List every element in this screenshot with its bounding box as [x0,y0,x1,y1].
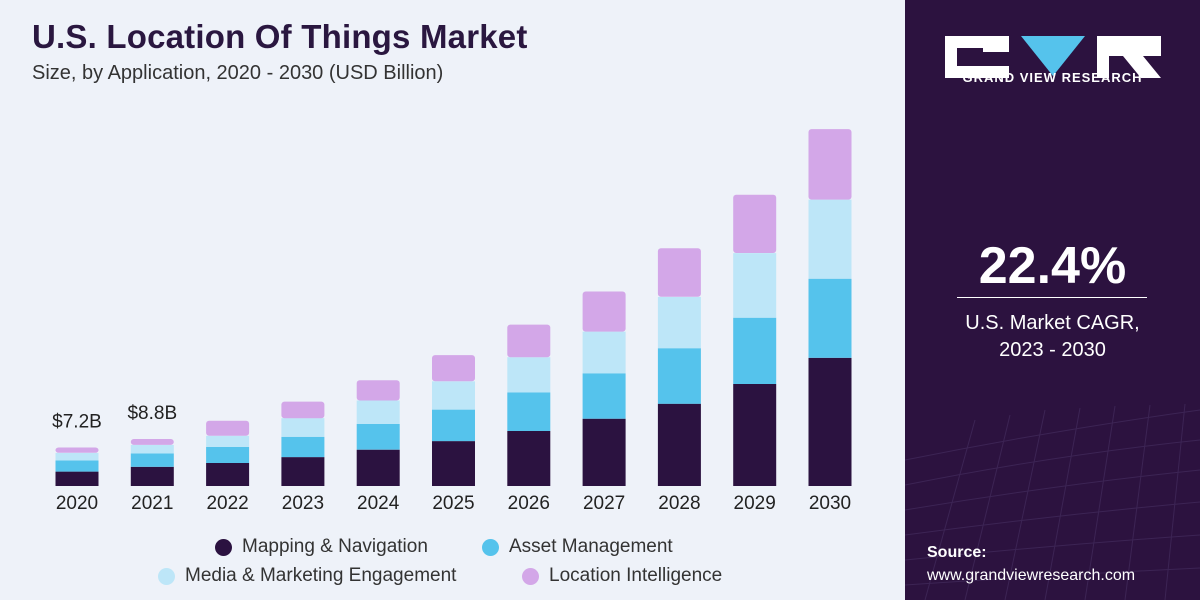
x-tick-label: 2023 [282,493,324,514]
bar-segment-2020-3 [55,452,99,461]
bar-segment-2027-4 [582,291,626,332]
x-tick-label: 2028 [658,493,700,514]
bar-segment-2029-2 [733,317,777,384]
bar-segment-2029-1 [733,384,777,486]
bar-segment-2021-3 [130,444,174,454]
chart-subtitle: Size, by Application, 2020 - 2030 (USD B… [32,62,444,84]
bar-segment-2023-3 [281,418,325,437]
legend-swatch [482,538,499,556]
bar-segment-2026-2 [507,392,551,431]
bar-segment-2030-4 [808,129,852,200]
bar-segment-2030-1 [808,357,852,486]
bar-segment-2025-1 [432,441,475,486]
legend-item-location-intelligence: Location Intelligence [522,565,722,587]
cagr-label-line2: 2023 - 2030 [999,339,1106,361]
bar-segment-2028-1 [657,403,701,486]
bar-segment-2023-1 [281,457,325,486]
bar-segment-2026-1 [507,431,551,486]
legend-label: Mapping & Navigation [242,536,428,557]
bar-segment-2026-4 [507,324,551,358]
bar-segment-2024-1 [356,449,400,486]
legend-swatch [522,567,539,585]
logo-text: GRAND VIEW RESEARCH [962,70,1143,85]
bar-segment-2020-1 [55,471,99,486]
labels-layer: 2020 $7.2B 2021 $8.8B 2022 2023 2024 2025 2026 20… [52,403,851,514]
data-label: $7.2B [52,412,102,433]
legend-swatch [215,538,232,556]
legend-item-media-marketing: Media & Marketing Engagement [158,565,456,587]
bar-segment-2022-1 [206,463,250,486]
legend-item-mapping-navigation: Mapping & Navigation [215,536,428,558]
cagr-label: U.S. Market CAGR, 2023 - 2030 [905,310,1200,364]
stacked-bar-chart: 2020 $7.2B 2021 $8.8B 2022 2023 2024 2025 2026 20… [52,129,852,514]
bar-segment-2024-2 [356,424,400,450]
data-label: $8.8B [127,403,177,424]
legend-item-asset-management: Asset Management [482,536,673,558]
bar-segment-2022-4 [206,420,250,436]
bar-segment-2021-4 [130,439,174,445]
x-tick-label: 2026 [508,493,550,514]
bar-segment-2024-4 [356,380,400,401]
bar-segment-2023-4 [281,401,325,419]
x-tick-label: 2021 [131,493,173,514]
bar-segment-2029-3 [733,253,777,318]
chart-panel: U.S. Location Of Things Market Size, by … [0,18,905,594]
bar-segment-2023-2 [281,436,325,458]
legend-swatch [158,567,175,585]
x-tick-label: 2027 [583,493,625,514]
bar-segment-2022-2 [206,447,250,463]
bar-segment-2020-2 [55,460,99,472]
grand-view-research-logo [945,36,1161,78]
side-panel: GRAND VIEW RESEARCH 22.4% U.S. Market CA… [905,0,1200,600]
bar-segment-2028-4 [657,248,701,297]
x-tick-label: 2029 [734,493,776,514]
x-tick-label: 2025 [432,493,474,514]
legend-label: Location Intelligence [549,565,723,586]
x-tick-label: 2022 [206,493,248,514]
bar-segment-2027-1 [582,418,626,486]
bar-segment-2020-4 [55,447,99,453]
bar-segment-2030-2 [808,278,852,358]
decorative-grid [905,403,1200,600]
bar-segment-2021-1 [130,466,174,486]
bar-segment-2025-3 [432,381,475,410]
x-tick-label: 2030 [809,493,851,514]
chart-legend: Mapping & Navigation Asset Management Me… [0,534,905,594]
bar-segment-2028-2 [657,348,701,404]
cagr-label-line1: U.S. Market CAGR, [965,312,1140,334]
cagr-value: 22.4% [978,237,1127,295]
bar-segment-2022-3 [206,435,250,447]
divider [957,297,1147,298]
bar-segment-2027-3 [582,331,626,374]
legend-label: Media & Marketing Engagement [185,565,457,586]
bar-segment-2027-2 [582,373,626,419]
bar-segment-2026-3 [507,357,551,393]
source-label: Source: [927,544,987,561]
bar-segment-2024-3 [356,400,400,424]
x-tick-label: 2020 [56,493,98,514]
bar-segment-2025-4 [432,355,475,382]
bars-layer [55,129,852,486]
bar-segment-2028-3 [657,296,701,349]
legend-label: Asset Management [509,536,673,557]
x-tick-label: 2024 [357,493,400,514]
bar-segment-2025-2 [432,409,475,442]
bar-segment-2021-2 [130,453,174,467]
chart-title: U.S. Location Of Things Market [32,18,528,55]
bar-segment-2030-3 [808,199,852,279]
source-url: www.grandviewresearch.com [927,567,1136,584]
bar-segment-2029-4 [733,194,777,253]
